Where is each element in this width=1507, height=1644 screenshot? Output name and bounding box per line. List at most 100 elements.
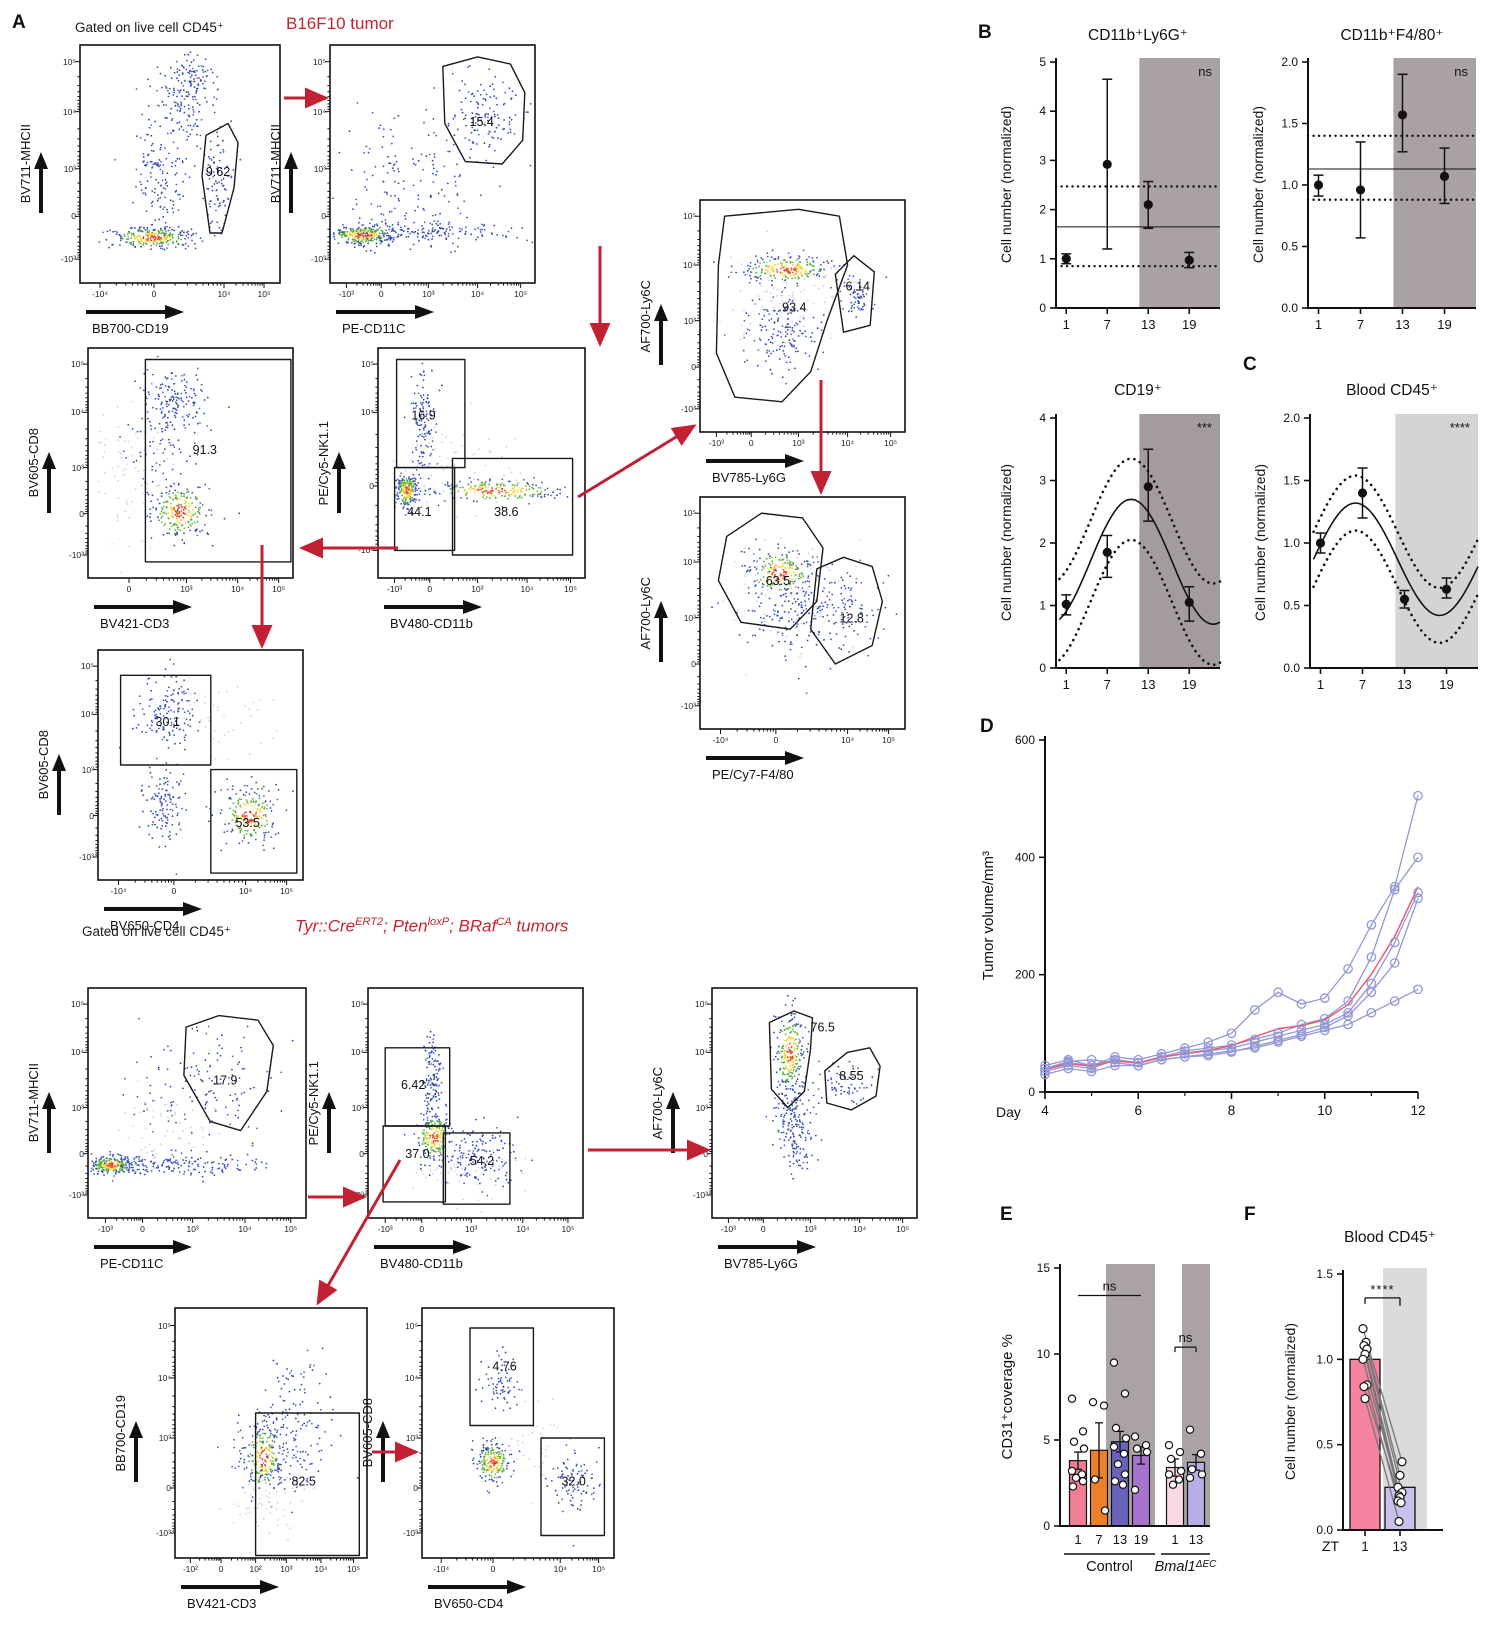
y-tick-label: 3: [1039, 474, 1046, 488]
paired-line: [1363, 1386, 1402, 1503]
x-tick-label: -10³: [338, 289, 354, 299]
axis-ticks: [417, 1325, 422, 1534]
x-tick-label: 0: [140, 1224, 145, 1234]
x-tick-label: 1: [1063, 317, 1070, 332]
x-tick-label: 4: [1041, 1103, 1049, 1118]
flow-x-axis-label: BV650-CD4: [434, 1596, 504, 1611]
y-tick-label: 0.5: [1283, 599, 1300, 613]
y-tick-label: 10⁴: [80, 709, 94, 720]
growth-marker: [1273, 987, 1283, 998]
scatter-point: [1088, 1397, 1098, 1407]
growth-marker: [1040, 1063, 1050, 1074]
flow-x-axis-label: PE-CD11C: [342, 321, 406, 336]
growth-marker: [1040, 1066, 1050, 1077]
flow-x-axis-label: BV650-CD4: [110, 918, 180, 933]
flow-plot-b16-ly6c-ly6g: 93.4 6.14 -10³ 0 10³ 10⁴ 10⁵ 10⁵ 10⁴ 10³ 0 -10³ AF70…: [638, 199, 906, 485]
y-tick-label: 10⁵: [158, 1320, 171, 1331]
chart-title-blood-cd45-f: Blood CD45⁺: [1344, 1229, 1436, 1246]
flow-plot-canvas: 63.5 12.8: [695, 496, 906, 734]
flow-plot-canvas: 76.5 8.55: [707, 987, 918, 1223]
y-axis-arrow-icon: [332, 451, 346, 513]
y-tick-label: 1: [1039, 599, 1046, 613]
axis-ticks: [118, 880, 288, 885]
y-tick-label: 10⁵: [683, 508, 696, 519]
x-tick-label: 10⁴: [314, 1564, 328, 1574]
x-tick-label: 1: [1171, 1532, 1178, 1547]
x-tick-label: 13: [1189, 1532, 1203, 1547]
y-tick-label: 10³: [351, 1102, 364, 1113]
y-axis-arrow-icon: [129, 1420, 143, 1482]
x-tick-label: 10⁵: [280, 886, 294, 896]
group-label: Bmal1ΔEC: [1155, 1559, 1217, 1575]
flow-y-axis-label: BV605-CD8: [359, 1398, 375, 1468]
y-tick-label: 1: [1039, 252, 1046, 266]
gate-percentage: 6.14: [846, 279, 870, 293]
y-tick-label: 10⁵: [405, 1320, 418, 1331]
growth-marker: [1343, 996, 1353, 1006]
flow-y-axis-label: BV711-MHCII: [25, 1063, 41, 1143]
y-tick-label: 1.0: [1316, 1352, 1333, 1366]
data-point: [1355, 185, 1366, 195]
scatter-point: [1113, 1459, 1123, 1469]
data-point: [1184, 597, 1194, 607]
y-tick-label: 10³: [71, 462, 84, 473]
y-tick-label: 0: [89, 810, 94, 821]
axis-ticks: [93, 665, 98, 858]
gate-percentage: 38.6: [494, 505, 518, 519]
growth-marker: [1389, 958, 1400, 968]
scatter-dots: [470, 1346, 601, 1547]
axis-ticks: [104, 1218, 292, 1223]
x-tick-label: 0: [218, 1564, 224, 1574]
axis-ticks: [707, 1003, 712, 1196]
x-tick-label: 13: [1392, 1539, 1407, 1554]
scatter-point: [1196, 1449, 1206, 1458]
x-tick-label: 10⁴: [853, 1224, 867, 1234]
flow-x-axis-label: BV785-Ly6G: [724, 1256, 798, 1271]
scatter-point: [1118, 1480, 1128, 1489]
gate-outline: [834, 255, 876, 333]
data-point: [1315, 538, 1326, 548]
y-tick-label: 10⁵: [63, 56, 76, 67]
paired-point: [1360, 1393, 1370, 1404]
b16f10-tumor-title: B16F10 tumor: [286, 14, 394, 33]
scatter-point: [1164, 1470, 1174, 1479]
x-tick-label: 6: [1134, 1103, 1142, 1118]
confidence-band: [1312, 474, 1480, 590]
x-tick-label: 10⁴: [553, 1564, 567, 1574]
flow-plot-canvas: 93.4 6.14: [695, 199, 906, 437]
gate-percentage: 15.4: [470, 115, 494, 129]
x-tick-label: 1: [1317, 677, 1324, 692]
scatter-dots: [765, 994, 880, 1180]
x-tick-label: 10⁵: [272, 584, 286, 594]
growth-marker: [1063, 1056, 1074, 1067]
x-tick-label: -10³: [720, 1224, 736, 1234]
scatter-point: [1068, 1482, 1078, 1491]
y-tick-label: -10³: [402, 1528, 418, 1538]
y-tick-label: 0: [413, 1483, 418, 1493]
y-tick-label: 10⁵: [361, 359, 374, 370]
y-tick-label: 0.0: [1316, 1523, 1333, 1537]
gating-header-bottom: Gated on live cell CD45⁺: [82, 924, 231, 939]
flow-plot-canvas: 15.4: [325, 44, 536, 288]
y-tick-label: 10⁵: [71, 359, 84, 370]
y-tick-label: 0.0: [1281, 301, 1298, 315]
growth-marker: [1343, 1007, 1353, 1018]
flow-plot-canvas: 16.9 44.1 38.6: [373, 347, 586, 583]
flow-x-axis-label: BV480-CD11b: [390, 616, 473, 631]
y-tick-label: 0.0: [1283, 661, 1300, 675]
y-tick-label: 0: [1039, 301, 1046, 315]
flow-x-axis-label: BV480-CD11b: [380, 1256, 463, 1271]
scatter-point: [1166, 1454, 1176, 1464]
scatter-dots: [713, 230, 888, 385]
scatter-dots: [711, 530, 898, 695]
flow-plot-b16-cd8-cd3: 91.3 0 10³ 10⁴ 10⁵ 10⁵ 10⁴ 10³ 0 -10³ BV605-CD8 BV4…: [26, 347, 294, 631]
y-tick-label: 2.0: [1283, 411, 1300, 425]
gate-outline: [384, 1047, 451, 1127]
gate-percentage: 4.76: [492, 1360, 516, 1374]
axis-ticks: [83, 363, 88, 556]
confidence-band: [1058, 457, 1222, 585]
y-tick-label: 5: [1043, 1433, 1050, 1447]
paired-point: [1397, 1457, 1407, 1467]
flow-x-axis-label: PE-CD11C: [100, 1256, 164, 1271]
paired-point: [1358, 1354, 1368, 1364]
